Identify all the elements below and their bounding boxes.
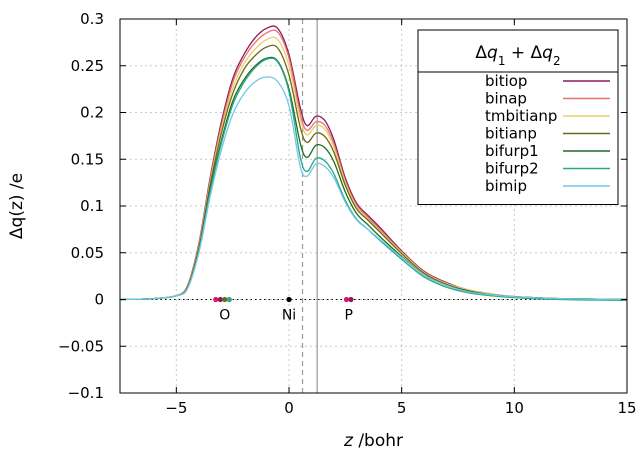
y-tick-label: 0.25 xyxy=(71,57,104,75)
x-tick-label: −5 xyxy=(165,399,187,417)
legend-box xyxy=(417,29,619,205)
atom-marker-O xyxy=(222,296,228,303)
y-tick-label: 0.2 xyxy=(80,104,104,122)
x-tick-label: 10 xyxy=(505,399,524,417)
legend: Δq1 + Δq2 bitiopbinaptmbitianpbitianpbif… xyxy=(417,29,619,205)
y-tick-label: 0.3 xyxy=(80,10,104,28)
y-tick-label: −0.1 xyxy=(68,384,104,402)
atom-label-P: P xyxy=(344,308,352,324)
x-tick-label: 5 xyxy=(397,399,407,417)
legend-label-bitianp: bitianp xyxy=(485,125,537,143)
legend-title: Δq1 + Δq2 xyxy=(475,43,560,68)
x-tick-label: 0 xyxy=(284,399,294,417)
x-axis-ticks: −5 0 5 10 15 xyxy=(165,19,637,417)
x-axis-label: z /bohr xyxy=(343,431,403,451)
legend-label-tmbitianp: tmbitianp xyxy=(485,107,557,125)
legend-label-bitiop: bitiop xyxy=(485,72,527,90)
y-tick-label: 0.1 xyxy=(80,197,104,215)
series-line-bimip xyxy=(119,76,628,301)
y-axis-label: Δq(z) /e xyxy=(7,173,27,239)
reference-lines xyxy=(301,19,318,393)
x-axis-unit: /bohr xyxy=(353,431,403,451)
x-tick-label: 15 xyxy=(617,399,636,417)
grid-lines xyxy=(120,19,627,393)
series-lines xyxy=(119,25,628,302)
y-tick-label: −0.05 xyxy=(58,337,104,355)
legend-label-bifurp2: bifurp2 xyxy=(485,160,539,178)
atom-marker-P xyxy=(348,296,354,303)
y-axis-ticks: −0.1 −0.05 0 0.05 0.1 0.15 0.2 0.25 0.3 xyxy=(58,10,627,402)
y-tick-label: 0.15 xyxy=(71,150,104,168)
y-tick-label: 0 xyxy=(94,291,104,309)
atom-marker-O xyxy=(213,296,219,303)
y-tick-label: 0.05 xyxy=(71,244,104,262)
atom-marker-O xyxy=(226,296,232,303)
atom-marker-Ni xyxy=(286,296,292,303)
atom-marker-P xyxy=(343,296,350,303)
x-axis-variable: z xyxy=(343,431,354,451)
atom-markers: O Ni P xyxy=(213,296,354,324)
series-line-bifurp2 xyxy=(119,57,628,302)
atom-marker-O xyxy=(217,296,223,303)
legend-items: bitiopbinaptmbitianpbitianpbifurp1bifurp… xyxy=(485,72,610,195)
legend-label-bifurp1: bifurp1 xyxy=(485,142,539,160)
legend-label-binap: binap xyxy=(485,90,527,108)
series-line-bitianp xyxy=(119,44,628,301)
atom-label-O: O xyxy=(219,308,230,324)
atom-label-Ni: Ni xyxy=(282,308,296,324)
legend-label-bimip: bimip xyxy=(485,177,527,195)
